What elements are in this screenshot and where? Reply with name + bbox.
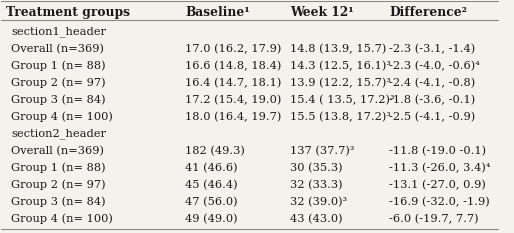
Text: Group 2 (n= 97): Group 2 (n= 97): [11, 77, 106, 88]
Text: Week 12¹: Week 12¹: [290, 6, 354, 19]
Text: -2.5 (-4.1, -0.9): -2.5 (-4.1, -0.9): [390, 112, 475, 122]
Text: 32 (39.0)³: 32 (39.0)³: [290, 197, 347, 207]
Text: Group 3 (n= 84): Group 3 (n= 84): [11, 197, 106, 207]
Text: 13.9 (12.2, 15.7)³: 13.9 (12.2, 15.7)³: [290, 78, 391, 88]
Text: 16.6 (14.8, 18.4): 16.6 (14.8, 18.4): [186, 61, 282, 71]
Text: -13.1 (-27.0, 0.9): -13.1 (-27.0, 0.9): [390, 180, 486, 190]
Text: 14.3 (12.5, 16.1)³: 14.3 (12.5, 16.1)³: [290, 61, 391, 71]
Text: section2_header: section2_header: [11, 129, 106, 139]
Text: Difference²: Difference²: [390, 6, 467, 19]
Text: -11.8 (-19.0 -0.1): -11.8 (-19.0 -0.1): [390, 146, 487, 156]
Text: 16.4 (14.7, 18.1): 16.4 (14.7, 18.1): [186, 78, 282, 88]
Text: Group 4 (n= 100): Group 4 (n= 100): [11, 112, 113, 122]
Text: 14.8 (13.9, 15.7): 14.8 (13.9, 15.7): [290, 44, 387, 54]
Text: -2.3 (-3.1, -1.4): -2.3 (-3.1, -1.4): [390, 44, 475, 54]
Text: -2.3 (-4.0, -0.6)⁴: -2.3 (-4.0, -0.6)⁴: [390, 61, 480, 71]
Text: -6.0 (-19.7, 7.7): -6.0 (-19.7, 7.7): [390, 214, 479, 224]
Text: 15.4 ( 13.5, 17.2)³: 15.4 ( 13.5, 17.2)³: [290, 95, 394, 105]
Text: 15.5 (13.8, 17.2)³: 15.5 (13.8, 17.2)³: [290, 112, 391, 122]
Text: -1.8 (-3.6, -0.1): -1.8 (-3.6, -0.1): [390, 95, 475, 105]
Text: 49 (49.0): 49 (49.0): [186, 214, 238, 224]
Text: 137 (37.7)³: 137 (37.7)³: [290, 146, 354, 156]
Text: -2.4 (-4.1, -0.8): -2.4 (-4.1, -0.8): [390, 78, 475, 88]
Text: 32 (33.3): 32 (33.3): [290, 180, 342, 190]
Text: Group 3 (n= 84): Group 3 (n= 84): [11, 95, 106, 105]
Text: 182 (49.3): 182 (49.3): [186, 146, 245, 156]
Text: Group 1 (n= 88): Group 1 (n= 88): [11, 60, 106, 71]
Text: Group 2 (n= 97): Group 2 (n= 97): [11, 180, 106, 190]
Text: section1_header: section1_header: [11, 26, 106, 37]
Text: 18.0 (16.4, 19.7): 18.0 (16.4, 19.7): [186, 112, 282, 122]
Text: Treatment groups: Treatment groups: [6, 6, 131, 19]
Text: 41 (46.6): 41 (46.6): [186, 163, 238, 173]
Text: Group 4 (n= 100): Group 4 (n= 100): [11, 214, 113, 224]
Text: 43 (43.0): 43 (43.0): [290, 214, 342, 224]
Text: 17.0 (16.2, 17.9): 17.0 (16.2, 17.9): [186, 44, 282, 54]
Text: -11.3 (-26.0, 3.4)⁴: -11.3 (-26.0, 3.4)⁴: [390, 163, 491, 173]
Text: 47 (56.0): 47 (56.0): [186, 197, 238, 207]
Text: Overall (n=369): Overall (n=369): [11, 44, 104, 54]
Text: 17.2 (15.4, 19.0): 17.2 (15.4, 19.0): [186, 95, 282, 105]
Text: -16.9 (-32.0, -1.9): -16.9 (-32.0, -1.9): [390, 197, 490, 207]
Text: Group 1 (n= 88): Group 1 (n= 88): [11, 163, 106, 173]
Text: Overall (n=369): Overall (n=369): [11, 146, 104, 156]
Text: 30 (35.3): 30 (35.3): [290, 163, 342, 173]
Text: 45 (46.4): 45 (46.4): [186, 180, 238, 190]
Text: Baseline¹: Baseline¹: [186, 6, 250, 19]
